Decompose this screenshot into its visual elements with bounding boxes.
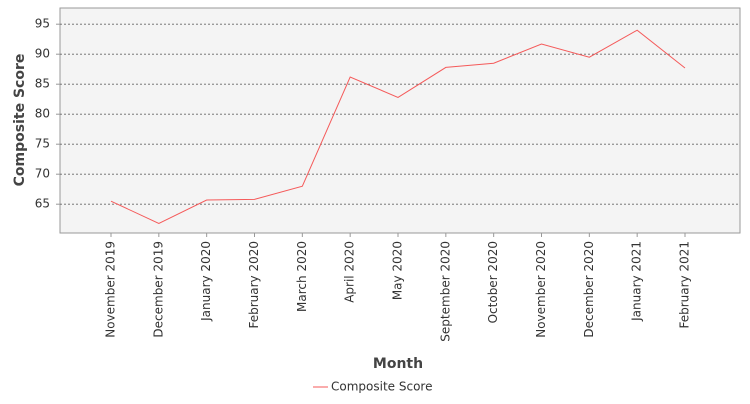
x-axis-title: Month: [373, 356, 423, 372]
plot-area: [59, 7, 741, 234]
x-tick-label: December 2019: [151, 241, 165, 338]
y-tick-label: 65: [35, 197, 50, 211]
x-tick-label: January 2020: [199, 241, 213, 322]
x-tick-label: November 2020: [534, 241, 548, 338]
x-tick-label: February 2020: [247, 241, 261, 329]
x-tick-label: April 2020: [343, 241, 357, 303]
y-tick-label: 90: [35, 47, 50, 61]
x-tick-label: March 2020: [295, 241, 309, 312]
x-tick-label: September 2020: [438, 241, 452, 342]
y-tick-label: 95: [35, 17, 50, 31]
y-tick-label: 75: [35, 137, 50, 151]
x-tick-label: October 2020: [486, 241, 500, 323]
x-tick-label: May 2020: [391, 241, 405, 300]
x-tick-label: February 2021: [678, 241, 692, 329]
line: [110, 29, 686, 224]
x-tick-label: November 2019: [104, 241, 118, 338]
x-tick-label: December 2020: [582, 241, 596, 338]
y-tick-label: 85: [35, 77, 50, 91]
legend-label: Composite Score: [331, 380, 432, 394]
y-tick-label: 70: [35, 167, 50, 181]
y-tick-label: 80: [35, 107, 50, 121]
x-tick-label: January 2021: [630, 241, 644, 322]
y-axis-title: Composite Score: [12, 54, 28, 187]
